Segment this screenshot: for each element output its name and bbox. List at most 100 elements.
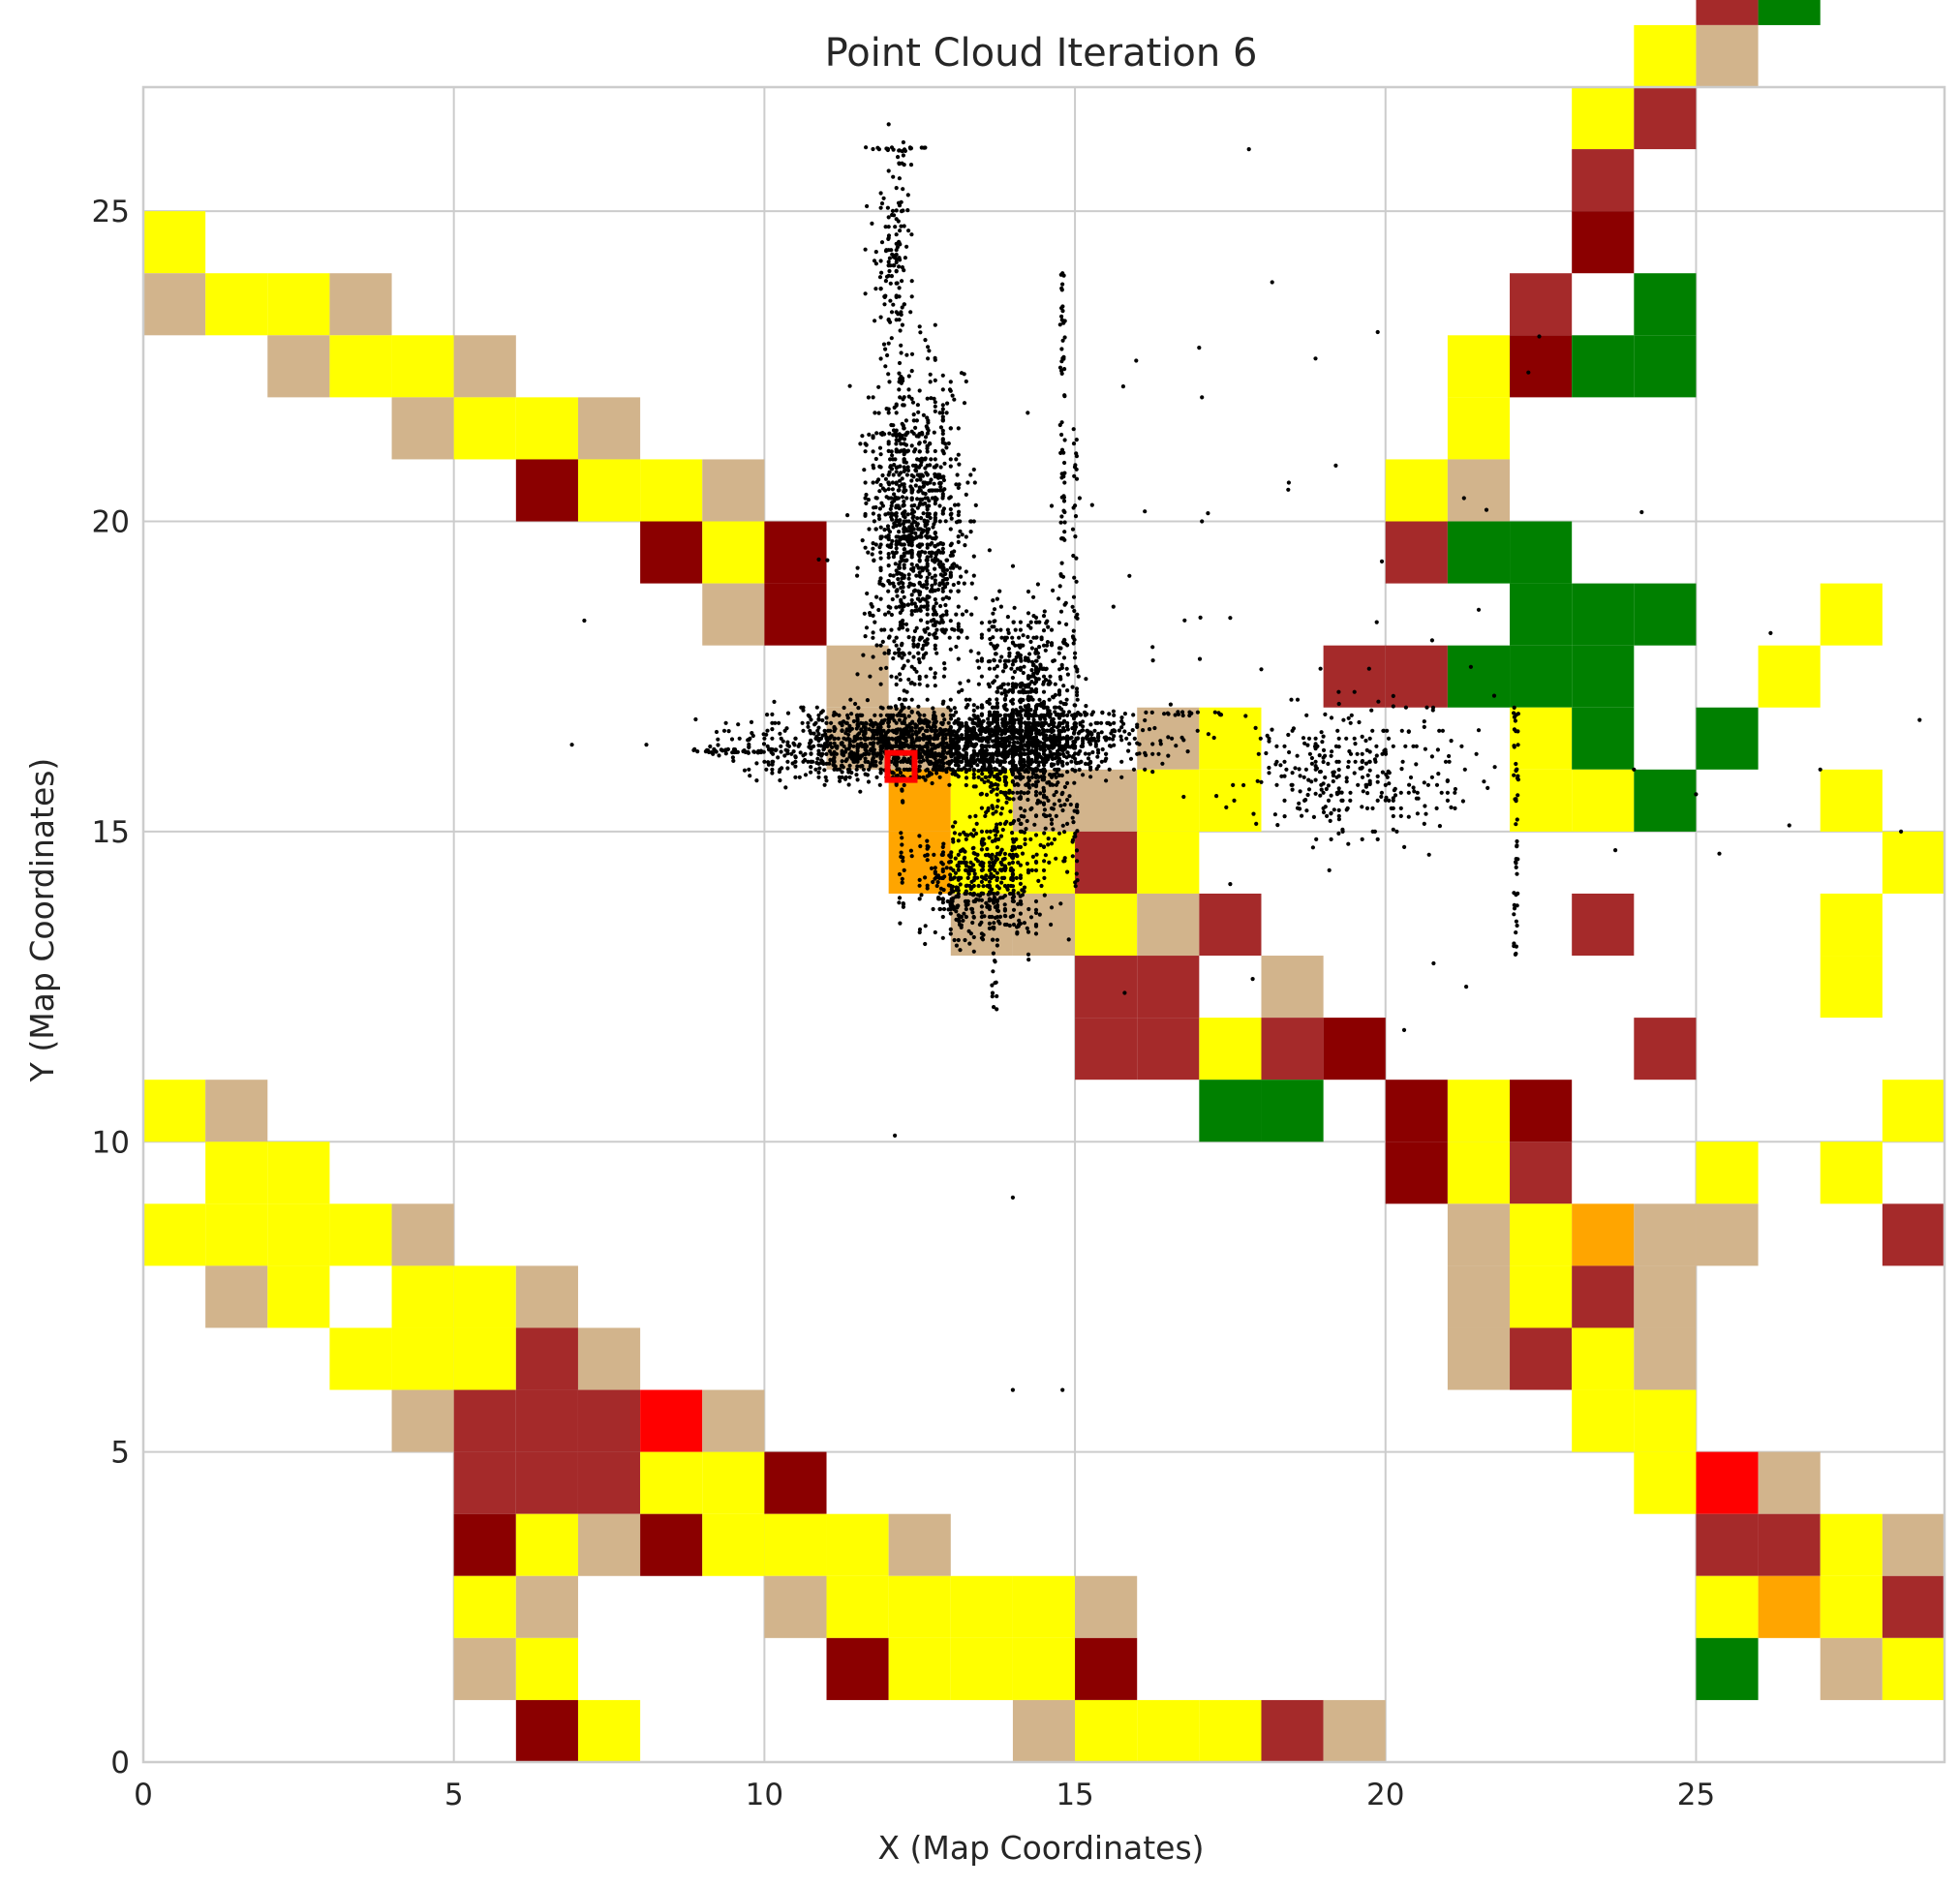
occupancy-cell <box>1696 1203 1759 1266</box>
occupancy-cell <box>577 1451 641 1514</box>
occupancy-cell <box>1075 1575 1138 1638</box>
occupancy-cell <box>640 1451 703 1514</box>
point <box>1036 763 1041 768</box>
point <box>966 767 972 772</box>
point <box>894 546 899 551</box>
point <box>902 782 906 788</box>
occupancy-cell <box>267 1141 330 1204</box>
point <box>923 338 928 343</box>
point <box>1150 742 1155 746</box>
point <box>1295 753 1300 758</box>
point <box>959 628 965 633</box>
point <box>821 761 826 767</box>
point <box>946 705 951 710</box>
point <box>953 718 959 724</box>
point <box>1112 720 1117 725</box>
point <box>942 717 947 722</box>
point <box>888 573 893 578</box>
point <box>991 759 995 764</box>
point <box>933 581 937 586</box>
point <box>1095 720 1100 725</box>
point <box>1073 651 1078 655</box>
point <box>902 403 906 408</box>
point <box>875 725 880 730</box>
point <box>1039 635 1044 640</box>
point <box>877 489 882 494</box>
point <box>971 878 976 883</box>
point <box>1001 736 1007 741</box>
point <box>878 465 883 470</box>
point <box>873 287 878 291</box>
point <box>928 759 934 764</box>
point <box>931 612 936 617</box>
point <box>1023 841 1027 847</box>
point <box>792 743 797 747</box>
point <box>1056 780 1060 785</box>
point <box>925 751 930 756</box>
point <box>765 713 770 717</box>
point <box>894 682 899 687</box>
occupancy-cell <box>1385 521 1448 584</box>
point <box>886 511 891 516</box>
point <box>933 720 937 725</box>
point <box>984 873 989 878</box>
point <box>1026 589 1031 594</box>
point <box>914 573 919 578</box>
point <box>897 506 902 511</box>
occupancy-cell <box>1137 1699 1200 1762</box>
point <box>891 457 896 462</box>
point <box>855 777 860 782</box>
point <box>1064 666 1069 671</box>
point <box>898 713 903 717</box>
point <box>905 512 910 517</box>
point <box>971 867 976 873</box>
point <box>940 431 945 437</box>
point <box>1030 854 1035 860</box>
point <box>1028 807 1033 812</box>
point <box>1052 802 1057 807</box>
point <box>730 755 736 760</box>
point <box>895 281 900 286</box>
point <box>714 729 720 735</box>
point <box>1016 860 1021 866</box>
point <box>917 324 922 329</box>
occupancy-cell <box>1882 1513 1945 1576</box>
point <box>1046 757 1051 762</box>
point <box>1033 680 1039 685</box>
point <box>902 867 906 873</box>
point <box>894 550 899 555</box>
point <box>1022 664 1026 669</box>
point <box>896 577 901 582</box>
point <box>979 674 985 679</box>
point <box>1005 627 1010 632</box>
point <box>886 480 891 485</box>
point <box>1012 669 1017 675</box>
point <box>1336 786 1341 791</box>
point <box>905 468 911 472</box>
point <box>968 931 974 936</box>
point <box>1049 841 1055 846</box>
point <box>874 479 879 484</box>
point <box>925 838 930 843</box>
point <box>1018 700 1023 705</box>
point <box>933 531 937 536</box>
point <box>968 866 973 870</box>
point <box>847 754 852 759</box>
point <box>894 293 899 298</box>
point <box>911 418 916 423</box>
point <box>845 715 850 720</box>
occupancy-cell <box>453 1637 516 1700</box>
point <box>1006 743 1011 748</box>
point <box>1015 730 1020 735</box>
occupancy-cell <box>1199 769 1262 832</box>
point <box>1023 720 1027 725</box>
point <box>971 703 976 708</box>
point <box>866 550 871 555</box>
point <box>943 441 948 446</box>
point <box>1353 742 1358 746</box>
point <box>889 514 894 520</box>
point <box>1057 831 1062 836</box>
point <box>888 705 894 710</box>
point <box>896 155 901 160</box>
point <box>835 746 840 750</box>
